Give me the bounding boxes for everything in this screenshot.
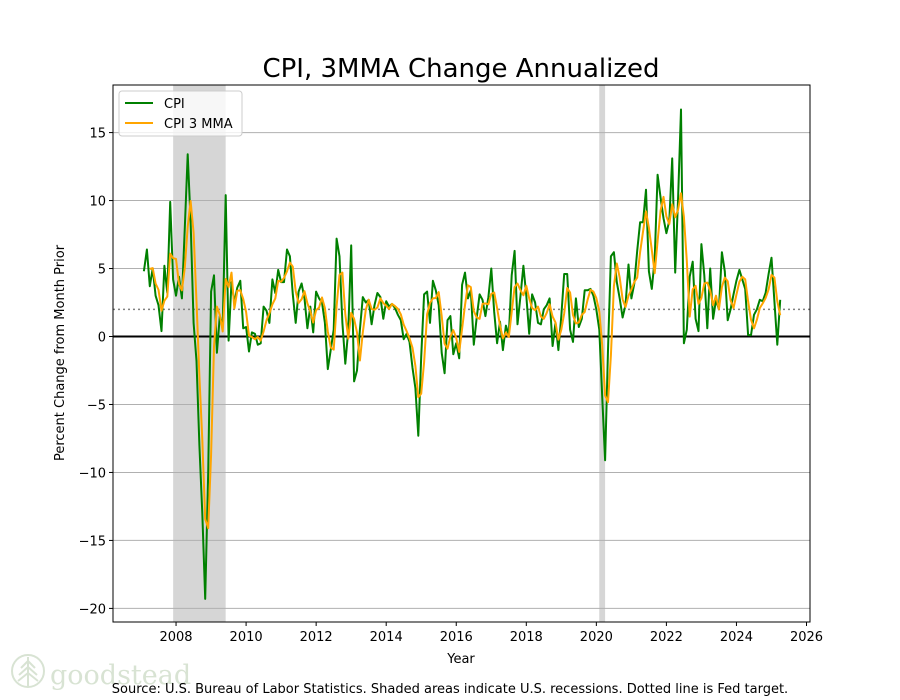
legend-label-cpi-3mma: CPI 3 MMA — [164, 117, 233, 132]
cpi-3mma-line — [149, 192, 782, 530]
x-tick-label: 2010 — [230, 630, 263, 645]
legend: CPI CPI 3 MMA — [118, 90, 243, 137]
recession-shading — [173, 85, 606, 622]
y-tick-label: −20 — [79, 602, 106, 617]
x-axis-label: Year — [446, 652, 475, 667]
chart-title: CPI, 3MMA Change Annualized — [262, 54, 659, 84]
x-ticks: 2008 2010 2012 2014 2016 2018 2020 2022 2024 2026 — [159, 622, 823, 645]
goodstead-logo: goodstead — [11, 654, 191, 691]
x-tick-label: 2014 — [370, 630, 403, 645]
x-tick-label: 2024 — [720, 630, 753, 645]
y-tick-label: 15 — [89, 127, 106, 142]
y-tick-label: −15 — [79, 534, 106, 549]
legend-label-cpi: CPI — [164, 97, 185, 112]
y-tick-label: 10 — [89, 195, 106, 210]
y-axis-label: Percent Change from Month Prior — [53, 244, 68, 461]
x-tick-label: 2008 — [159, 630, 192, 645]
x-tick-label: 2012 — [300, 630, 333, 645]
x-tick-label: 2020 — [580, 630, 613, 645]
logo-text: goodstead — [50, 660, 191, 691]
x-tick-label: 2026 — [790, 630, 823, 645]
x-tick-label: 2018 — [510, 630, 543, 645]
y-ticks: −20 −15 −10 −5 0 5 10 15 — [79, 127, 113, 617]
x-tick-label: 2016 — [440, 630, 473, 645]
series-lines — [142, 108, 782, 600]
cpi-line — [142, 108, 782, 600]
y-tick-label: −10 — [79, 466, 106, 481]
plot-frame — [112, 84, 811, 623]
source-note: Source: U.S. Bureau of Labor Statistics.… — [112, 682, 788, 697]
y-gridlines — [113, 132, 810, 609]
y-tick-label: −5 — [87, 398, 106, 413]
x-tick-label: 2022 — [650, 630, 683, 645]
y-tick-label: 0 — [98, 331, 106, 346]
y-tick-label: 5 — [98, 263, 106, 278]
